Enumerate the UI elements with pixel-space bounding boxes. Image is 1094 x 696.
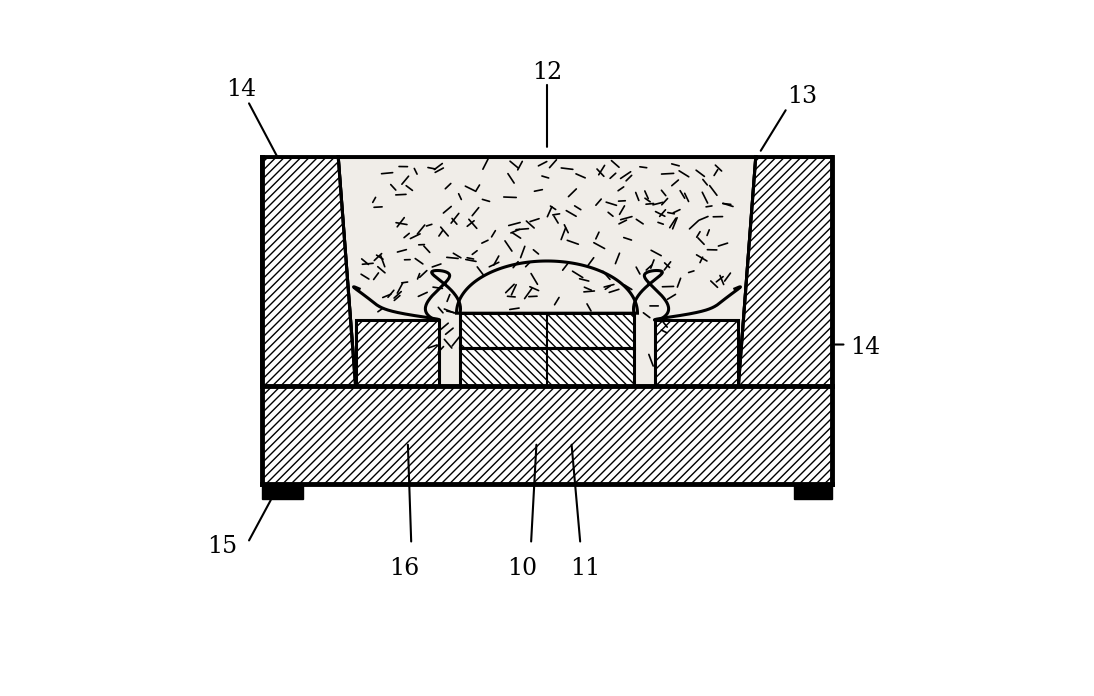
Text: 10: 10 (508, 557, 538, 580)
Polygon shape (261, 157, 356, 386)
Polygon shape (459, 348, 635, 386)
Bar (261, 484, 303, 499)
Text: 15: 15 (207, 535, 237, 558)
Text: 16: 16 (389, 557, 419, 580)
Text: 11: 11 (570, 557, 601, 580)
Polygon shape (459, 313, 635, 348)
Text: 14: 14 (225, 78, 256, 101)
Bar (261, 386, 833, 484)
Polygon shape (356, 320, 439, 386)
Text: 14: 14 (850, 336, 880, 360)
Text: 13: 13 (787, 85, 817, 108)
Polygon shape (338, 157, 756, 386)
Polygon shape (655, 320, 738, 386)
Bar (794, 484, 833, 499)
Text: 12: 12 (532, 61, 562, 84)
Polygon shape (456, 261, 638, 313)
Polygon shape (738, 157, 833, 386)
